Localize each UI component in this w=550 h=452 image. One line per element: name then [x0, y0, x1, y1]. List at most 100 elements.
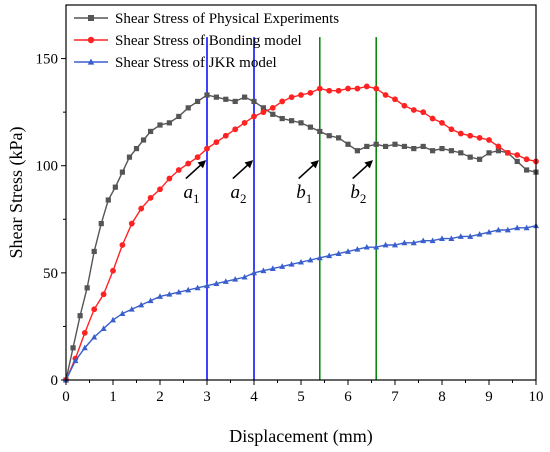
data-point [298, 258, 304, 265]
data-point [504, 226, 511, 233]
data-point [195, 98, 201, 105]
data-point [458, 150, 464, 156]
x-tick-label: 5 [297, 389, 305, 405]
data-point [524, 167, 530, 173]
data-point [140, 137, 147, 143]
data-point [335, 250, 342, 256]
legend-entry-1: Shear Stress of Physical Experiments [74, 11, 339, 27]
data-point [326, 133, 332, 139]
data-point [354, 148, 360, 154]
data-point [382, 241, 389, 248]
data-point [495, 148, 501, 154]
data-point [241, 119, 248, 126]
data-point [383, 143, 389, 150]
data-point [279, 98, 286, 105]
data-point [448, 235, 455, 241]
data-point [213, 280, 220, 286]
data-point [411, 145, 417, 152]
annotation-arrow [352, 160, 373, 180]
data-point [345, 141, 351, 147]
data-point [126, 154, 133, 160]
data-point [222, 278, 229, 284]
data-point [317, 128, 323, 135]
data-point [185, 286, 192, 293]
data-point [213, 94, 219, 100]
data-point [495, 226, 502, 233]
data-point [307, 89, 314, 96]
data-point [128, 220, 135, 227]
data-point [204, 145, 210, 152]
annotation-label: b1 [296, 182, 312, 206]
data-point [382, 92, 389, 98]
data-point [420, 143, 426, 150]
data-point [289, 118, 295, 124]
legend-entry-2: Shear Stress of Bonding model [74, 33, 302, 49]
data-point [138, 301, 145, 308]
series-line [65, 94, 537, 381]
legend-label: Shear Stress of Physical Experiments [115, 11, 339, 27]
data-point [147, 194, 154, 201]
annotation-a2: a2 [231, 160, 254, 206]
annotations-group: a1 a2 b1 b2 [184, 160, 373, 206]
data-point [457, 233, 464, 239]
data-point [91, 248, 97, 255]
x-tick-label: 6 [344, 389, 352, 405]
data-point [288, 94, 295, 101]
data-point [523, 156, 530, 163]
series-line [65, 85, 537, 381]
data-point [335, 87, 342, 94]
annotation-b2: b2 [350, 160, 373, 206]
data-point [354, 85, 361, 92]
data-point [486, 150, 492, 156]
data-point [269, 104, 276, 111]
data-point [175, 167, 182, 173]
data-point [486, 137, 492, 143]
data-point [133, 145, 140, 152]
data-point [486, 228, 492, 235]
data-point [307, 124, 313, 130]
data-point [100, 325, 107, 331]
data-point [119, 310, 126, 316]
data-point [363, 243, 370, 250]
data-point [410, 239, 417, 246]
series-line [65, 225, 537, 381]
data-point [279, 263, 286, 269]
data-point [269, 265, 276, 271]
y-axis-title: Shear Stress (kPa) [6, 127, 27, 259]
x-tick-label: 4 [250, 389, 258, 405]
legend-marker [88, 15, 94, 21]
data-point [194, 284, 201, 291]
data-point [354, 246, 361, 252]
data-point [147, 297, 154, 304]
data-point [166, 120, 172, 126]
x-axis-title: Displacement (mm) [229, 426, 372, 447]
data-point [157, 293, 163, 299]
data-point [420, 237, 427, 244]
data-point [439, 235, 445, 241]
x-tick-label: 7 [391, 389, 399, 405]
marker-lines-group [206, 37, 377, 380]
data-point [298, 120, 304, 126]
data-point [429, 237, 436, 244]
data-point [514, 224, 521, 231]
data-point [392, 141, 398, 147]
data-point [81, 344, 88, 351]
data-point [204, 92, 210, 98]
data-point [251, 269, 257, 276]
series-3 [63, 222, 539, 383]
data-point [476, 231, 483, 237]
data-point [457, 130, 464, 137]
data-point [222, 132, 229, 139]
data-point [373, 141, 379, 147]
data-point [307, 256, 314, 263]
data-point [77, 313, 83, 319]
annotation-arrow [232, 160, 254, 180]
legend: Shear Stress of Physical Experiments Shea… [74, 11, 339, 71]
data-point [504, 149, 511, 156]
data-point [260, 109, 267, 116]
data-point [110, 316, 116, 323]
data-point [401, 143, 407, 150]
annotation-arrow [298, 160, 319, 180]
data-point [138, 205, 145, 212]
data-point [336, 135, 342, 141]
